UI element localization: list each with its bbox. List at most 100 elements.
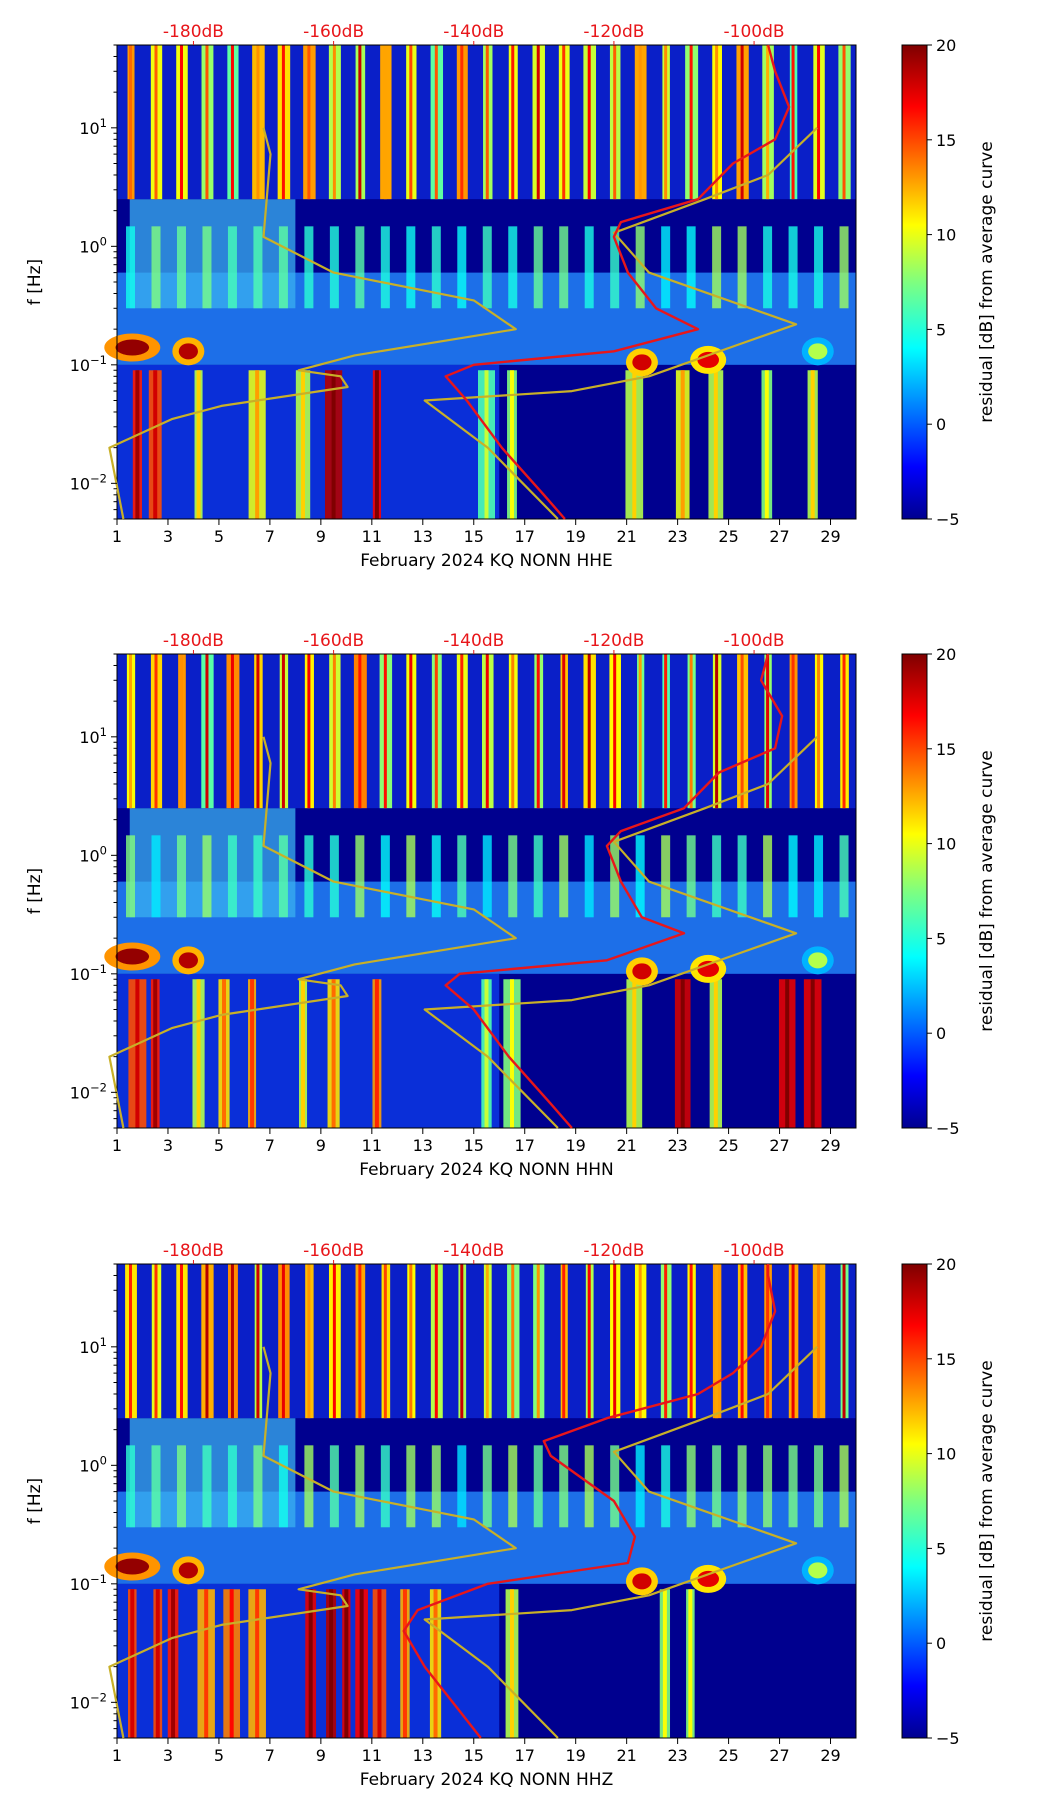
top-db-label: -160dB [303, 631, 364, 651]
x-tick-label: 3 [163, 527, 173, 546]
stripe-mf [253, 835, 263, 918]
y-tick-label: 100 [79, 843, 107, 865]
colorbar-tick-label: 0 [936, 415, 946, 434]
colorbar-tick-label: 10 [936, 1445, 956, 1464]
stripe-mf [508, 226, 518, 309]
stripe-mf [431, 835, 441, 918]
stripe-hf-core [434, 45, 438, 200]
hotspot [697, 1570, 719, 1587]
stripe-mf [814, 226, 824, 309]
x-tick-label: 11 [362, 1136, 382, 1155]
stripe-hf-core [638, 654, 642, 809]
stripe-hf-core [689, 45, 693, 200]
stripe-mf [533, 835, 543, 918]
stripe-lf-core [222, 979, 227, 1128]
stripe-mf [814, 1445, 824, 1528]
stripe-hf-core [485, 654, 489, 809]
x-tick-label: 5 [214, 1136, 224, 1155]
stripe-lf-core [680, 370, 685, 519]
stripe-hf-core [817, 1264, 821, 1419]
colorbar-label: residual [dB] from average curve [977, 141, 997, 422]
top-db-label: -120dB [583, 1241, 644, 1261]
stripe-hf-core [256, 45, 260, 200]
noise-model-high-line [423, 736, 818, 1129]
x-tick-label: 11 [362, 1746, 382, 1765]
x-tick-label: 17 [515, 1136, 535, 1155]
stripe-mf [151, 226, 161, 309]
stripe-lf-core [662, 1589, 667, 1738]
stripe-hf-core [689, 1264, 693, 1419]
stripe-mf [686, 1445, 696, 1528]
hotspot [808, 1562, 828, 1579]
stripe-hf-core [154, 1264, 158, 1419]
x-tick-label: 19 [566, 1746, 586, 1765]
stripe-lf-core [135, 370, 140, 519]
hotspot [115, 948, 150, 965]
stripe-mf [712, 1445, 722, 1528]
x-tick-label: 21 [616, 527, 636, 546]
hotspot [178, 343, 198, 360]
stripe-hf-core [179, 654, 183, 809]
x-tick-label: 27 [769, 1136, 789, 1155]
stripe-lf-core [153, 979, 158, 1128]
stripe-lf-core [171, 1589, 176, 1738]
stripe-hf-core [511, 1264, 515, 1419]
stripe-mf [457, 835, 467, 918]
noise-model-high-line [423, 127, 818, 520]
stripe-hf-core [817, 654, 821, 809]
hotspot [808, 343, 828, 360]
stripe-mf [406, 835, 416, 918]
stripe-lf-core [301, 370, 306, 519]
x-tick-label: 29 [820, 1136, 840, 1155]
y-axis: 10−2 10−1 100 101 f [Hz] [25, 1263, 117, 1739]
stripe-mf [482, 1445, 492, 1528]
stripe-mf [380, 226, 390, 309]
stripe-lf-core [484, 979, 489, 1128]
stripe-hf-core [740, 45, 744, 200]
stripe-mf [584, 835, 594, 918]
x-axis-label: February 2024 KQ NONN HHE [360, 551, 613, 571]
stripe-hf-core [638, 45, 642, 200]
x-tick-label: 15 [464, 1746, 484, 1765]
y-tick-label: 100 [79, 1453, 107, 1475]
top-db-label: -100dB [724, 22, 785, 42]
stripe-mf [788, 226, 798, 309]
hotspot [115, 339, 150, 356]
x-tick-label: 23 [667, 527, 687, 546]
stripe-mf [406, 1445, 416, 1528]
stripe-lf-core [196, 979, 201, 1128]
stripe-mf [304, 1445, 314, 1528]
stripe-mf [661, 1445, 671, 1528]
stripe-hf-core [129, 654, 133, 809]
y-tick-label: 10−1 [70, 353, 107, 375]
stripe-hf-core [817, 45, 821, 200]
stripe-lf-core [359, 1589, 364, 1738]
colorbar-tick-label: 0 [936, 1634, 946, 1653]
stripe-hf-core [740, 1264, 744, 1419]
colorbar: 20 15 10 5 0 −5 residual [dB] from average cur… [901, 36, 997, 529]
y-tick-label: 10−2 [70, 471, 107, 493]
stripe-hf-core [638, 1264, 642, 1419]
stripe-hf-core [842, 1264, 846, 1419]
colorbar-tick-label: 20 [936, 36, 956, 55]
stripe-lf-core [155, 1589, 160, 1738]
stripe-mf [839, 1445, 849, 1528]
x-tick-label: 7 [265, 527, 275, 546]
stripe-lf-core [250, 979, 255, 1128]
stripe-mf [202, 226, 212, 309]
band-low [117, 973, 500, 1128]
top-db-label: -180dB [163, 631, 224, 651]
x-tick-label: 17 [515, 527, 535, 546]
stripe-hf-core [562, 45, 566, 200]
stripe-hf-core [587, 45, 591, 200]
colorbar-tick-label: −5 [936, 510, 960, 529]
stripe-mf [202, 1445, 212, 1528]
x-axis-label: February 2024 KQ NONN HHZ [360, 1770, 613, 1790]
hotspot [697, 351, 719, 368]
stripe-mf [151, 1445, 161, 1528]
stripe-mf [712, 835, 722, 918]
stripe-mf [788, 1445, 798, 1528]
x-tick-label: 1 [112, 527, 122, 546]
